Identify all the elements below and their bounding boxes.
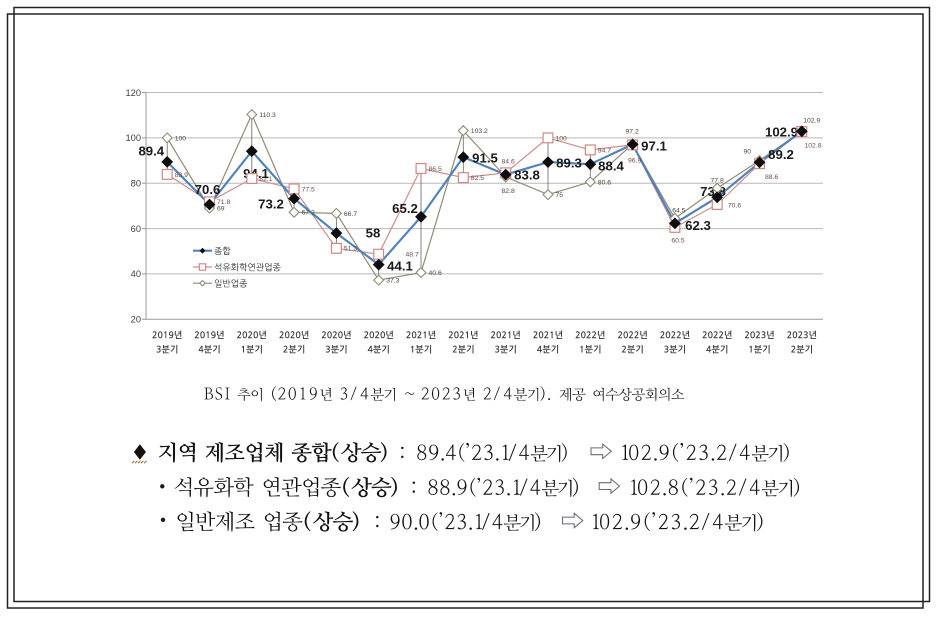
svg-text:77.5: 77.5 [302,186,315,193]
svg-text:82.5: 82.5 [471,175,484,182]
svg-text:100: 100 [175,135,187,142]
svg-text:120: 120 [125,88,141,98]
svg-text:88.6: 88.6 [765,174,778,181]
svg-text:75: 75 [556,192,564,199]
svg-text:102.8: 102.8 [805,142,822,149]
svg-text:40: 40 [131,269,141,279]
svg-text:62.3: 62.3 [685,218,711,233]
svg-text:103.2: 103.2 [471,128,488,135]
svg-text:40.6: 40.6 [429,270,442,277]
svg-text:89.3: 89.3 [556,156,582,171]
svg-text:77.8: 77.8 [711,177,724,184]
svg-text:82.1: 82.1 [259,176,272,183]
svg-text:80: 80 [131,179,141,189]
svg-text:70.6: 70.6 [195,182,221,197]
svg-text:102.9: 102.9 [765,124,798,139]
svg-text:60.5: 60.5 [671,237,684,244]
svg-text:89.2: 89.2 [768,147,794,162]
svg-text:82.8: 82.8 [502,188,515,195]
svg-text:102.9: 102.9 [803,117,820,124]
svg-text:48.7: 48.7 [406,252,419,259]
svg-text:110.3: 110.3 [259,112,276,119]
svg-text:89.4: 89.4 [138,143,164,158]
svg-text:69: 69 [217,206,225,213]
svg-text:60: 60 [131,224,141,234]
svg-text:100: 100 [556,135,568,142]
svg-text:83.9: 83.9 [175,172,188,179]
svg-text:90: 90 [744,148,752,155]
svg-text:37.3: 37.3 [386,278,399,285]
svg-text:70.6: 70.6 [728,202,741,209]
svg-text:91.5: 91.5 [472,150,498,165]
svg-text:100: 100 [125,133,141,143]
svg-text:58: 58 [366,226,381,241]
svg-text:80.6: 80.6 [598,179,611,186]
svg-text:64.5: 64.5 [672,207,685,214]
svg-text:88.4: 88.4 [598,159,624,174]
svg-text:84.6: 84.6 [502,159,515,166]
svg-text:73.2: 73.2 [258,197,284,212]
svg-text:83.8: 83.8 [514,168,540,183]
svg-text:65.2: 65.2 [392,201,418,216]
svg-text:94.7: 94.7 [598,147,611,154]
svg-text:86.5: 86.5 [429,166,442,173]
svg-text:71.8: 71.8 [217,199,230,206]
svg-text:96.9: 96.9 [628,157,641,164]
svg-text:67.2: 67.2 [302,210,315,217]
svg-text:97.2: 97.2 [626,129,639,136]
svg-text:20: 20 [131,315,141,325]
svg-text:51.3: 51.3 [344,246,357,253]
svg-text:66.7: 66.7 [344,211,357,218]
svg-text:44.1: 44.1 [387,259,413,274]
svg-text:97.1: 97.1 [641,139,667,154]
